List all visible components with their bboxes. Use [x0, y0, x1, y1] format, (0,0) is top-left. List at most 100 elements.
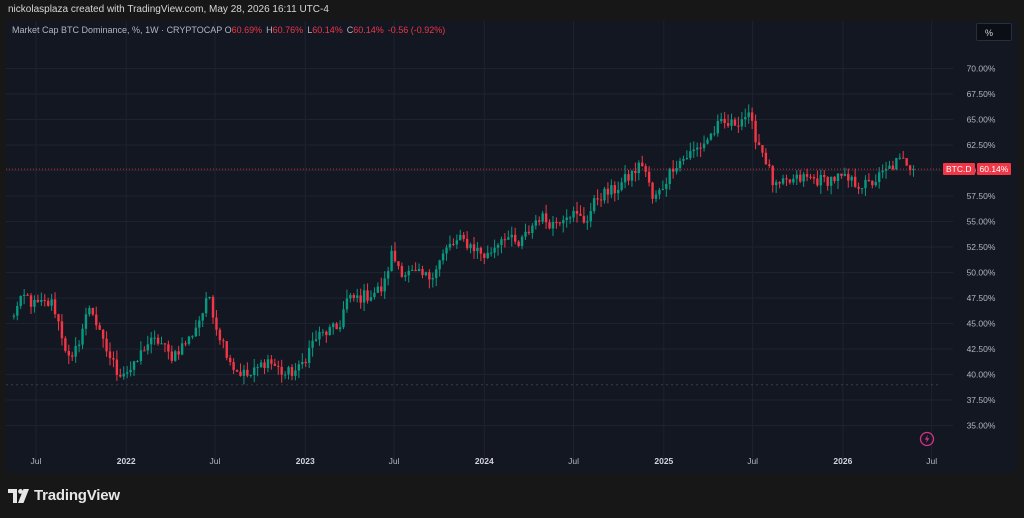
candle-body — [98, 325, 101, 330]
candle-body — [71, 355, 74, 357]
candle-body — [122, 373, 125, 377]
candle-body — [761, 145, 764, 153]
candle-body — [843, 173, 847, 176]
candle-body — [884, 168, 888, 171]
flash-icon[interactable] — [919, 431, 935, 447]
candle-body — [84, 314, 88, 329]
legend-high-value: 60.76% — [272, 25, 304, 35]
candle-body — [661, 189, 665, 191]
candle-body — [713, 133, 716, 135]
candle-body — [383, 278, 386, 292]
candle-body — [331, 323, 335, 328]
candle-body — [239, 371, 242, 376]
axis-labels: 35.00% 37.50% 40.00% 42.50% 45.00% 47.50% 50.0… — [30, 64, 995, 467]
candle-body — [53, 299, 57, 315]
chart-area[interactable]: 35.00% 37.50% 40.00% 42.50% 45.00% 47.50% 50.0… — [6, 21, 1017, 473]
y-tick-label: 55.00% — [967, 217, 996, 227]
candle-body — [898, 157, 901, 159]
y-tick-label: 62.50% — [967, 140, 996, 150]
candle-body — [486, 252, 489, 259]
candle-body — [57, 314, 60, 322]
candle-body — [246, 369, 249, 376]
candle-body — [596, 198, 599, 200]
candle-body — [352, 295, 356, 298]
candle-body — [167, 344, 170, 352]
candle-body — [799, 174, 802, 182]
candle-body — [462, 234, 465, 239]
candle-body — [46, 300, 50, 306]
candle-body — [204, 298, 208, 314]
candle-body — [180, 343, 184, 355]
candle-body — [428, 272, 431, 280]
candle-body — [665, 183, 668, 190]
candle-body — [706, 139, 709, 144]
x-tick-label: 2025 — [654, 456, 673, 466]
candle-body — [685, 157, 689, 159]
y-tick-label: 45.00% — [967, 319, 996, 329]
candle-body — [115, 359, 119, 375]
candle-body — [373, 292, 376, 298]
candle-body — [163, 343, 167, 345]
candle-body — [905, 158, 908, 166]
candle-body — [802, 174, 805, 182]
candle-body — [194, 327, 198, 337]
candle-body — [421, 269, 424, 276]
candle-body — [847, 173, 850, 181]
candle-body — [476, 247, 479, 252]
legend-source: CRYPTOCAP — [166, 25, 223, 35]
candle-body — [513, 234, 517, 242]
candle-body — [826, 177, 829, 186]
candle-body — [795, 174, 798, 179]
chart-author-line: nickolasplaza created with TradingView.c… — [8, 4, 329, 15]
candle-body — [620, 182, 623, 190]
candle-body — [191, 336, 194, 338]
candle-body — [43, 299, 46, 301]
candle-body — [208, 296, 211, 299]
candle-body — [139, 350, 143, 362]
y-tick-label: 42.50% — [967, 344, 996, 354]
candle-body — [730, 119, 733, 126]
candle-body — [112, 358, 115, 360]
candle-body — [812, 176, 816, 179]
candle-body — [242, 369, 246, 376]
candle-body — [335, 323, 338, 330]
y-tick-label: 35.00% — [967, 421, 996, 431]
candle-body — [582, 215, 586, 223]
candle-body — [143, 350, 146, 352]
candle-body — [606, 188, 610, 195]
y-tick-label: 40.00% — [967, 370, 996, 380]
legend-close-value: 60.14% — [353, 25, 384, 35]
legend-open-value: 60.69% — [231, 25, 263, 35]
candle-body — [702, 143, 706, 149]
tradingview-logo-icon — [8, 488, 29, 503]
y-tick-label: 70.00% — [967, 64, 996, 74]
candle-body — [273, 363, 277, 366]
candle-body — [431, 278, 434, 280]
candle-body — [805, 174, 809, 177]
candle-body — [634, 170, 637, 174]
candle-body — [187, 336, 191, 344]
candle-body — [613, 185, 616, 194]
percent-scale-button[interactable]: % — [976, 23, 1012, 41]
tradingview-logo[interactable]: TradingView — [8, 487, 120, 504]
candle-body — [314, 339, 318, 341]
candle-body — [318, 332, 321, 340]
candle-body — [16, 306, 19, 316]
candle-body — [572, 210, 575, 218]
candle-body — [558, 222, 562, 224]
candle-body — [452, 243, 455, 245]
candle-body — [908, 165, 912, 171]
candle-body — [356, 295, 359, 298]
candle-body — [338, 327, 342, 330]
candle-body — [153, 337, 156, 339]
candle-body — [781, 178, 785, 184]
candle-body — [709, 133, 713, 140]
candle-body — [235, 370, 239, 372]
candlestick-chart[interactable]: 35.00% 37.50% 40.00% 42.50% 45.00% 47.50% 50.0… — [6, 21, 1017, 473]
candle-body — [218, 329, 222, 341]
candle-body — [249, 375, 252, 377]
candle-body — [747, 112, 750, 118]
candle-body — [390, 250, 393, 272]
candle-body — [864, 179, 867, 189]
candle-body — [174, 351, 177, 361]
